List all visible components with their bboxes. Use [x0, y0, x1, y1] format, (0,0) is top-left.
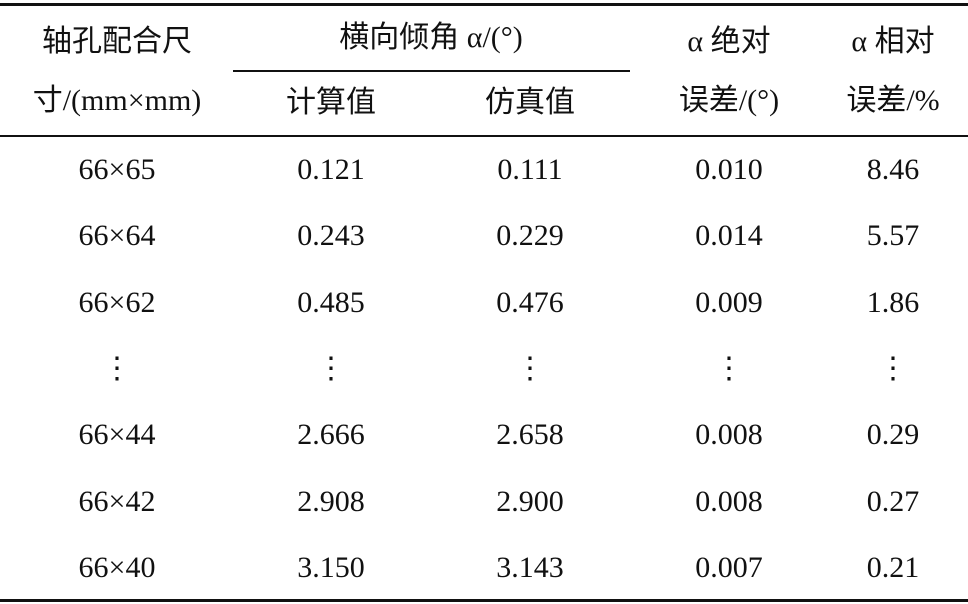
table-cell: ⋮ [878, 351, 908, 385]
table-cell: 0.243 [297, 219, 365, 253]
table-cell: 0.111 [497, 153, 563, 186]
table-cell: 2.908 [297, 484, 365, 518]
header-cell: 误差/% [846, 84, 940, 117]
table-cell: 8.46 [866, 153, 920, 186]
table-cell: 0.007 [695, 550, 763, 584]
table-cell: ⋮ [102, 351, 132, 385]
header-rule [0, 135, 968, 137]
header-cell: 仿真值 [485, 86, 575, 119]
bottom-rule [0, 599, 968, 602]
table-cell: ⋮ [714, 351, 744, 385]
header-cell: α 相对 [851, 25, 935, 58]
table-cell: 3.143 [496, 550, 564, 584]
table-cell: 66×40 [78, 550, 156, 584]
header-cell: 轴孔配合尺 [42, 25, 192, 58]
table-cell: 2.900 [496, 484, 564, 518]
table-cell: 0.010 [695, 153, 763, 186]
header-cell: 寸/(mm×mm) [32, 84, 202, 117]
table-cell: 0.229 [496, 219, 564, 253]
table-cell: 2.658 [496, 418, 564, 452]
table-cell: 66×62 [78, 285, 156, 319]
table-cell: 1.86 [866, 285, 920, 319]
header-cell: 误差/(°) [678, 84, 780, 117]
table-cell: 0.21 [866, 550, 920, 584]
table-cell: 2.666 [297, 418, 365, 452]
table-cell: 0.476 [496, 285, 564, 319]
table-cell: 66×64 [78, 219, 156, 253]
header-cell: α 绝对 [687, 25, 771, 58]
table-cell: ⋮ [316, 351, 346, 385]
table-cell: 0.121 [297, 153, 365, 186]
table-cell: 3.150 [297, 550, 365, 584]
table-cell: 0.29 [866, 418, 920, 452]
table-cell: 0.008 [695, 418, 763, 452]
header-cell: 计算值 [286, 86, 376, 119]
header-group: 横向倾角 α/(°) [339, 21, 523, 54]
table-cell: 0.27 [866, 484, 920, 518]
table-cell: 0.009 [695, 285, 763, 319]
table-cell: 66×42 [78, 484, 156, 518]
table-cell: 66×65 [78, 153, 156, 186]
table-cell: 0.485 [297, 285, 365, 319]
table-cell: ⋮ [515, 351, 545, 385]
table-cell: 66×44 [78, 418, 156, 452]
group-rule [233, 70, 630, 72]
table-cell: 0.008 [695, 484, 763, 518]
table-cell: 0.014 [695, 219, 763, 253]
top-rule [0, 3, 968, 6]
table-cell: 5.57 [866, 219, 920, 253]
